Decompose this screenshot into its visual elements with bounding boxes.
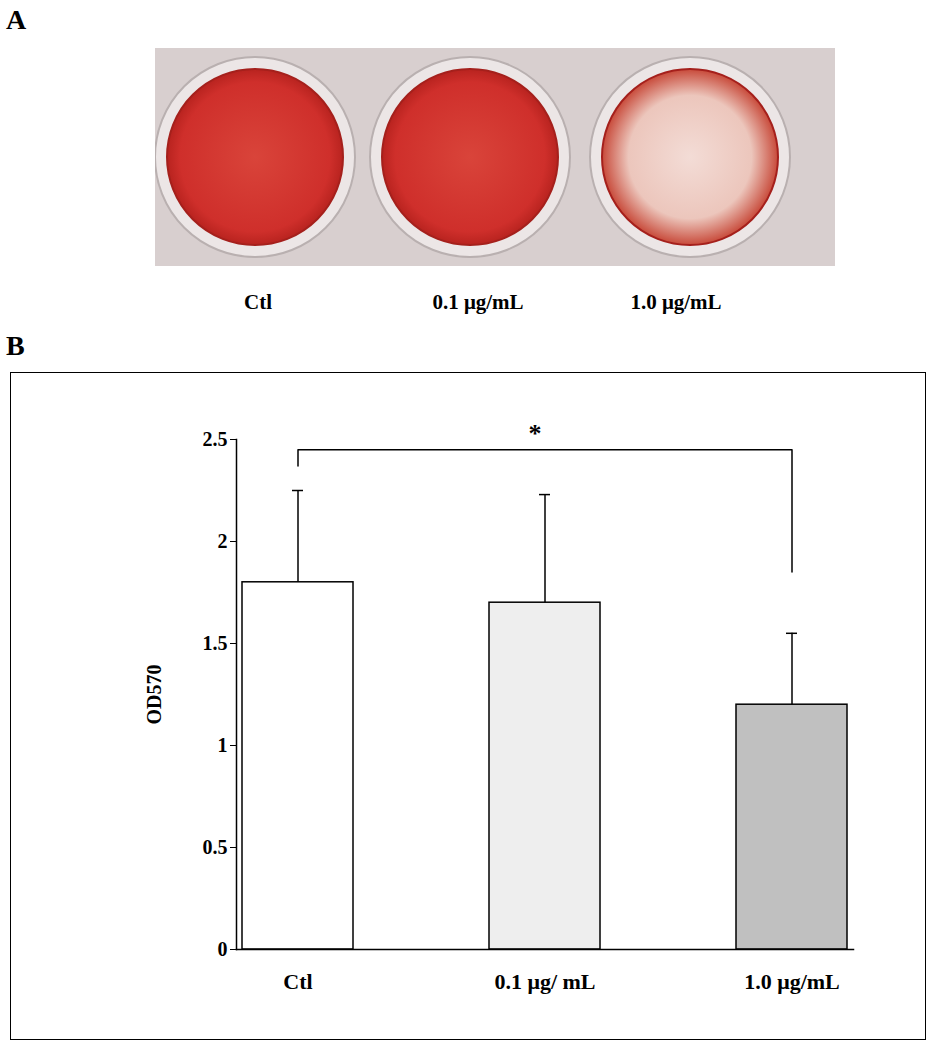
html-text:A: A: [6, 4, 27, 35]
html-text:B: B: [6, 330, 25, 361]
html-text:Ctl: Ctl: [244, 290, 272, 314]
svg-text:Ctl: Ctl: [283, 969, 312, 994]
svg-text:2: 2: [218, 530, 228, 552]
svg-text:1: 1: [218, 734, 228, 756]
svg-text:0.5: 0.5: [203, 836, 228, 858]
svg-text:0: 0: [218, 938, 228, 960]
svg-text:*: *: [529, 419, 542, 448]
svg-text:2.5: 2.5: [203, 428, 228, 450]
svg-text:1.5: 1.5: [203, 632, 228, 654]
html-text:1.0 μg/mL: 1.0 μg/mL: [630, 290, 722, 314]
html-text:0.1 μg/mL: 0.1 μg/mL: [432, 290, 524, 314]
svg-text:1.0 μg/mL: 1.0 μg/mL: [744, 969, 840, 994]
svg-text:0.1 μg/ mL: 0.1 μg/ mL: [494, 969, 595, 994]
svg-text:OD570: OD570: [143, 665, 165, 725]
